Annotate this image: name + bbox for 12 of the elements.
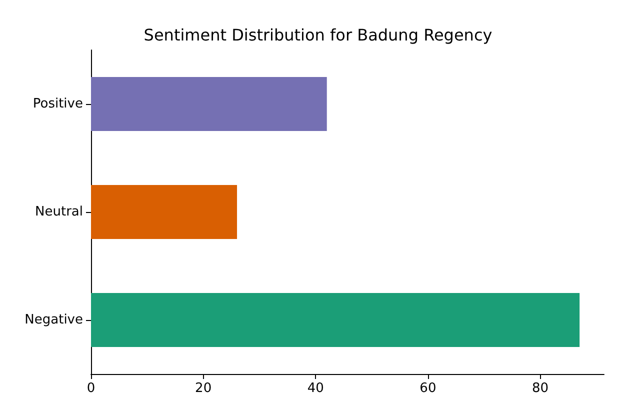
x-tick-label: 60	[420, 381, 436, 396]
x-tick-label: 80	[532, 381, 549, 396]
y-tick-label: Positive	[32, 96, 83, 112]
y-tick-label: Neutral	[35, 204, 83, 220]
y-tick-label: Negative	[24, 312, 83, 328]
bar	[91, 185, 238, 239]
bar	[91, 77, 327, 131]
bar	[91, 293, 580, 347]
x-tick-label: 0	[86, 381, 96, 396]
x-tick-label: 40	[307, 381, 324, 396]
x-tick-label: 20	[195, 381, 212, 396]
chart-title: Sentiment Distribution for Badung Regency	[144, 26, 492, 44]
